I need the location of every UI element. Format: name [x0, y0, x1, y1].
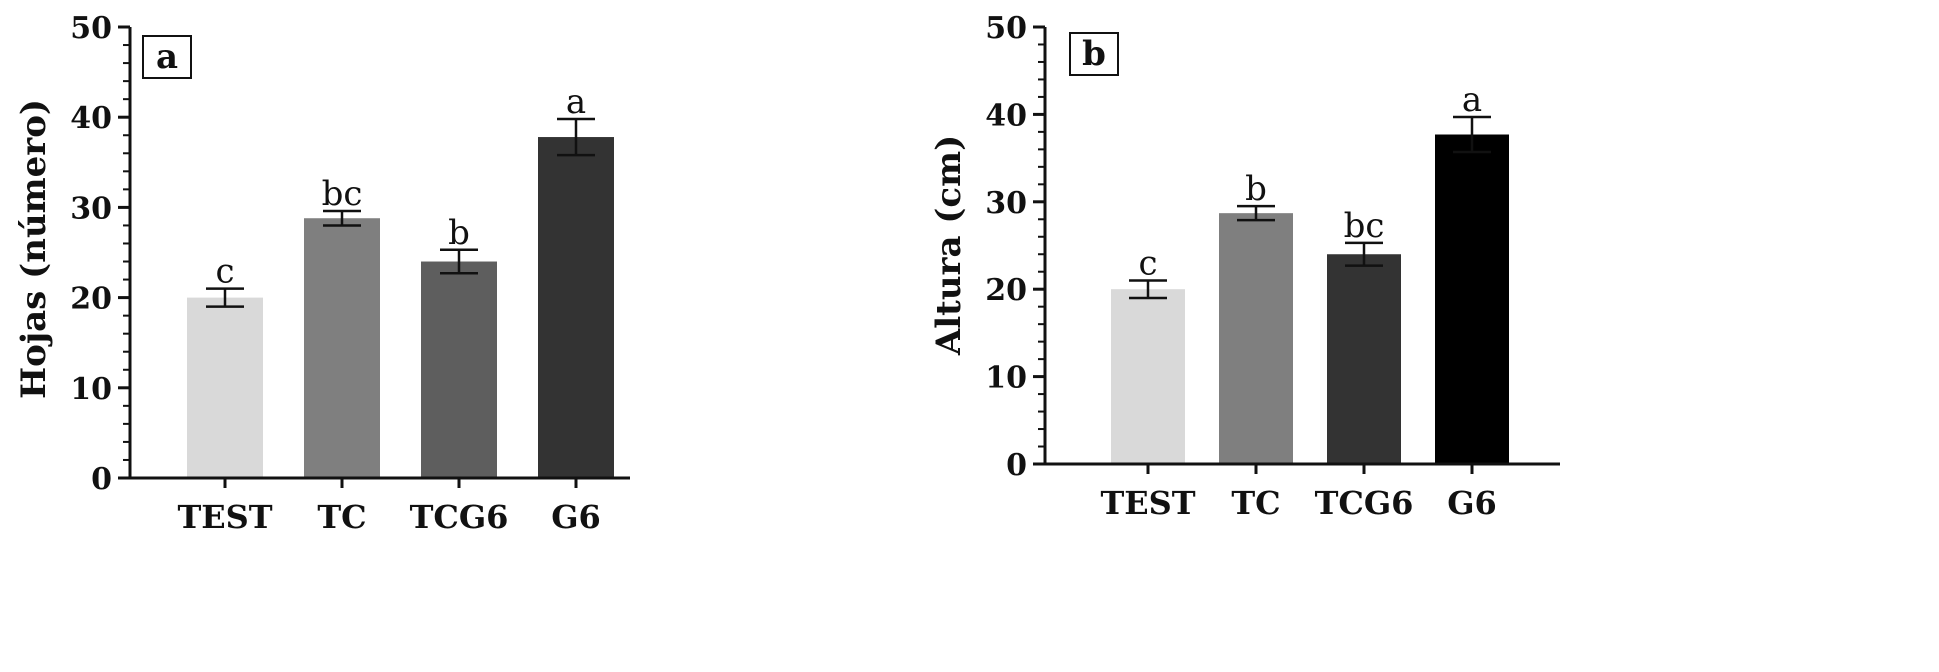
bar-test	[1111, 289, 1185, 464]
y-tick-label: 50	[985, 11, 1027, 46]
y-tick-label: 10	[70, 372, 112, 407]
significance-label: bc	[1344, 206, 1385, 246]
significance-label: b	[448, 213, 470, 253]
plot-area: c TEST bc TC b TCG6 a G6 0 10 20 30 40 50	[70, 11, 630, 536]
bar-test	[187, 297, 263, 478]
category-label: TCG6	[1315, 484, 1414, 522]
category-label: TEST	[177, 498, 272, 536]
category-label: TEST	[1100, 484, 1195, 522]
category-label: G6	[1447, 484, 1497, 522]
significance-label: c	[215, 252, 234, 292]
y-tick-label: 40	[70, 101, 112, 136]
panel-label-box	[142, 35, 192, 79]
y-tick-label: 0	[91, 462, 112, 497]
bar-tc	[304, 218, 380, 478]
bar-tc	[1219, 213, 1293, 464]
panel-label: a	[156, 37, 178, 77]
significance-label: c	[1138, 243, 1157, 283]
y-tick-label: 0	[1006, 448, 1027, 483]
y-axis-title: Hojas (número)	[14, 99, 54, 399]
y-tick-label: 30	[985, 186, 1027, 221]
bar-tcg6	[1327, 254, 1401, 464]
y-tick-label: 10	[985, 361, 1027, 396]
y-tick-label: 40	[985, 98, 1027, 133]
y-tick-label: 20	[985, 273, 1027, 308]
category-label: TC	[1231, 484, 1280, 522]
category-label: TC	[317, 498, 366, 536]
chart-panel-b: Altura (cm) c TEST b TC bc TCG6 a G6 0 10 20 30 40 50…	[929, 11, 1560, 522]
y-tick-label: 20	[70, 282, 112, 317]
plot-area: c TEST b TC bc TCG6 a G6 0 10 20 30 40 50	[985, 11, 1560, 522]
bar-g6	[538, 137, 614, 478]
bar-g6	[1435, 134, 1509, 464]
panel-label: b	[1082, 34, 1106, 74]
y-axis-title: Altura (cm)	[929, 135, 969, 356]
significance-label: b	[1245, 169, 1267, 209]
panel-label-box	[1069, 32, 1119, 76]
significance-label: a	[566, 82, 586, 122]
bar-tcg6	[421, 261, 497, 478]
y-tick-label: 50	[70, 11, 112, 46]
category-label: G6	[551, 498, 601, 536]
significance-label: a	[1462, 80, 1482, 120]
y-tick-label: 30	[70, 191, 112, 226]
significance-label: bc	[322, 174, 363, 214]
category-label: TCG6	[410, 498, 509, 536]
chart-panel-a: Hojas (número) c TEST bc TC b TCG6 a G6 0 10 20 30 4…	[14, 11, 630, 536]
